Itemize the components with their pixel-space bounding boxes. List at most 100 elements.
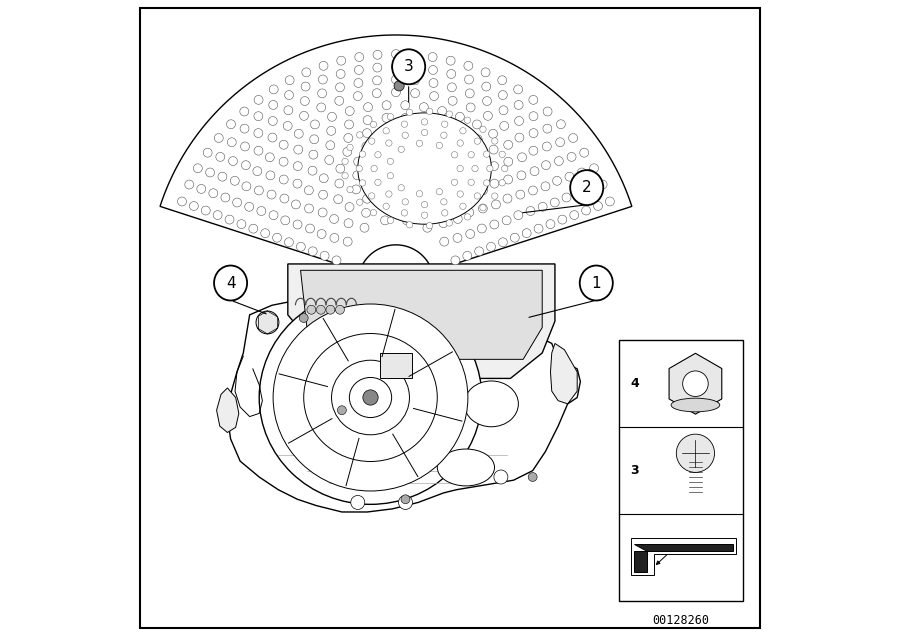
Circle shape — [410, 76, 419, 85]
Circle shape — [355, 53, 364, 62]
Circle shape — [500, 121, 508, 130]
Circle shape — [381, 216, 390, 225]
Circle shape — [440, 237, 449, 246]
Ellipse shape — [364, 391, 377, 404]
Circle shape — [482, 68, 490, 77]
Circle shape — [580, 148, 589, 157]
Circle shape — [487, 165, 493, 172]
Circle shape — [474, 150, 483, 159]
Circle shape — [490, 162, 499, 170]
Circle shape — [345, 120, 354, 129]
Circle shape — [491, 193, 498, 199]
Circle shape — [293, 145, 302, 154]
Circle shape — [487, 242, 496, 251]
Circle shape — [254, 128, 263, 137]
Circle shape — [382, 113, 391, 122]
Circle shape — [326, 305, 335, 314]
Circle shape — [336, 164, 345, 173]
Circle shape — [577, 168, 586, 177]
Circle shape — [410, 89, 419, 98]
Circle shape — [499, 90, 508, 99]
Circle shape — [499, 151, 506, 158]
Circle shape — [205, 168, 214, 177]
Circle shape — [448, 97, 457, 106]
Circle shape — [293, 179, 302, 188]
Circle shape — [504, 157, 513, 166]
Circle shape — [364, 102, 373, 111]
Circle shape — [329, 214, 338, 223]
Circle shape — [515, 116, 524, 125]
Circle shape — [317, 230, 326, 238]
Circle shape — [268, 133, 277, 142]
Circle shape — [392, 164, 400, 173]
Ellipse shape — [214, 265, 248, 300]
Circle shape — [266, 171, 274, 180]
Circle shape — [556, 120, 565, 128]
Circle shape — [354, 92, 363, 100]
Circle shape — [209, 189, 218, 198]
Circle shape — [337, 69, 345, 78]
Circle shape — [326, 141, 335, 149]
Circle shape — [374, 151, 381, 158]
Circle shape — [472, 120, 482, 129]
Circle shape — [241, 161, 250, 170]
Circle shape — [398, 184, 404, 191]
Ellipse shape — [273, 304, 468, 491]
Circle shape — [332, 256, 341, 265]
Circle shape — [232, 198, 241, 207]
Circle shape — [420, 195, 429, 204]
Circle shape — [402, 216, 411, 225]
Circle shape — [454, 214, 463, 223]
Circle shape — [382, 139, 391, 148]
Circle shape — [402, 132, 409, 139]
Bar — [618, 340, 742, 601]
Circle shape — [528, 186, 537, 195]
Circle shape — [256, 311, 279, 334]
Circle shape — [457, 165, 464, 172]
Circle shape — [562, 193, 571, 202]
Circle shape — [446, 69, 455, 78]
Ellipse shape — [259, 291, 482, 504]
Circle shape — [458, 156, 467, 165]
Circle shape — [401, 495, 410, 504]
Circle shape — [292, 200, 301, 209]
Circle shape — [254, 112, 263, 121]
Circle shape — [372, 166, 381, 175]
Circle shape — [342, 172, 348, 179]
Circle shape — [510, 233, 519, 242]
Circle shape — [464, 75, 473, 84]
Circle shape — [294, 129, 303, 138]
Circle shape — [440, 148, 449, 156]
Circle shape — [543, 142, 552, 151]
Circle shape — [569, 134, 578, 142]
Circle shape — [448, 179, 457, 188]
Circle shape — [464, 214, 471, 220]
Polygon shape — [301, 270, 542, 359]
Circle shape — [479, 204, 487, 213]
Circle shape — [500, 106, 508, 114]
Circle shape — [555, 138, 564, 147]
Circle shape — [189, 202, 198, 211]
Circle shape — [446, 56, 455, 65]
Circle shape — [309, 247, 317, 256]
Circle shape — [438, 203, 446, 212]
Circle shape — [429, 92, 438, 100]
Circle shape — [585, 170, 595, 180]
Circle shape — [401, 190, 410, 199]
Circle shape — [447, 164, 456, 173]
Circle shape — [319, 208, 327, 217]
Polygon shape — [380, 353, 412, 378]
Circle shape — [269, 85, 278, 94]
Circle shape — [483, 111, 492, 120]
Circle shape — [517, 171, 526, 180]
Circle shape — [554, 156, 563, 165]
Circle shape — [386, 140, 392, 146]
Circle shape — [319, 75, 328, 84]
Circle shape — [319, 190, 328, 199]
Circle shape — [346, 186, 353, 193]
Ellipse shape — [358, 113, 491, 224]
Circle shape — [502, 216, 511, 225]
Circle shape — [343, 237, 352, 246]
Circle shape — [464, 208, 473, 217]
Circle shape — [447, 83, 456, 92]
